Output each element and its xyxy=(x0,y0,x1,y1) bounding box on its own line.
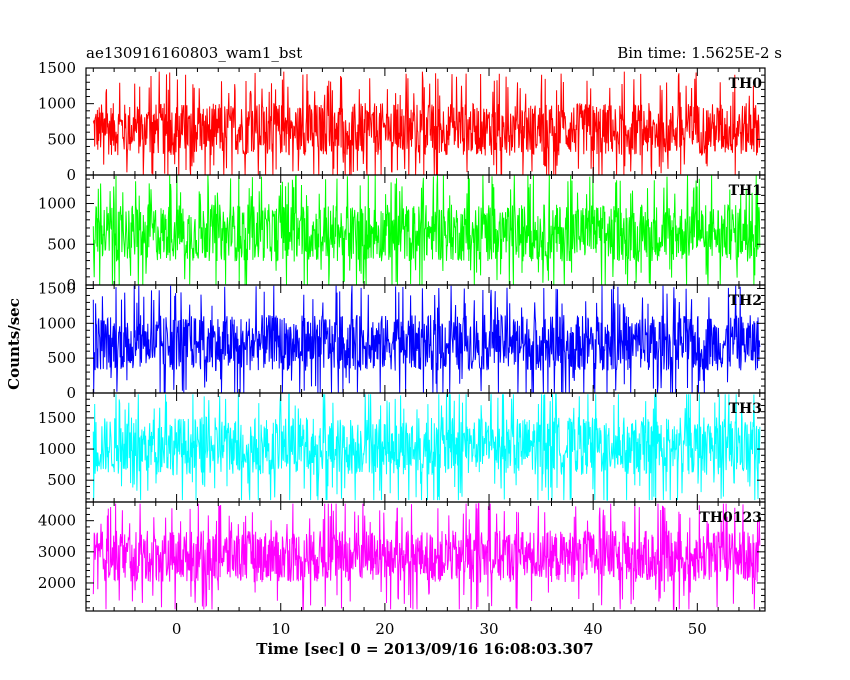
panel-label-th0: TH0 xyxy=(729,76,763,92)
series-line-th1 xyxy=(92,175,761,285)
x-axis-title: Time [sec] 0 = 2013/09/16 16:08:03.307 xyxy=(256,640,594,658)
series-line-th0123 xyxy=(92,503,761,610)
y-tick-label: 4000 xyxy=(38,512,76,530)
series-line-th2 xyxy=(92,285,761,393)
y-tick-label: 0 xyxy=(66,276,76,294)
y-tick-label: 0 xyxy=(66,384,76,402)
y-tick-label: 1500 xyxy=(38,59,76,77)
series-line-th0 xyxy=(92,71,761,175)
y-tick-label: 0 xyxy=(66,166,76,184)
x-tick-label: 20 xyxy=(375,620,394,638)
y-tick-label: 1500 xyxy=(38,409,76,427)
y-tick-label: 2000 xyxy=(38,574,76,592)
y-tick-label: 1000 xyxy=(38,95,76,113)
y-tick-label: 500 xyxy=(47,349,76,367)
x-tick-label: 30 xyxy=(479,620,498,638)
x-tick-label: 50 xyxy=(688,620,707,638)
panel-label-th0123: TH0123 xyxy=(699,510,762,526)
y-tick-label: 3000 xyxy=(38,543,76,561)
panel-frame-th0123 xyxy=(85,501,766,612)
series-line-th3 xyxy=(92,393,761,501)
panel-label-th3: TH3 xyxy=(729,401,762,417)
y-tick-label: 500 xyxy=(47,235,76,253)
bin-time-label: Bin time: 1.5625E-2 s xyxy=(617,44,782,62)
panel-label-th2: TH2 xyxy=(729,293,762,309)
y-tick-label: 500 xyxy=(47,130,76,148)
x-tick-label: 10 xyxy=(271,620,290,638)
x-tick-label: 0 xyxy=(172,620,182,638)
y-tick-label: 1000 xyxy=(38,314,76,332)
y-tick-label: 1000 xyxy=(38,440,76,458)
y-tick-label: 1500 xyxy=(38,279,76,297)
panel-label-th1: TH1 xyxy=(729,183,762,199)
y-axis-title: Counts/sec xyxy=(5,298,23,390)
plot-title: ae130916160803_wam1_bst xyxy=(86,44,303,62)
x-tick-label: 40 xyxy=(584,620,603,638)
y-tick-label: 1000 xyxy=(38,195,76,213)
y-tick-label: 500 xyxy=(47,471,76,489)
